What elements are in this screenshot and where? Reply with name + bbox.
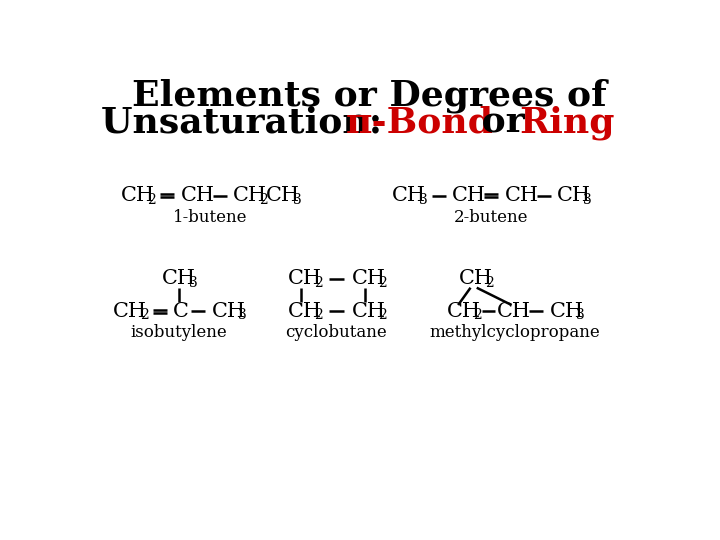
Text: 3: 3 (583, 193, 593, 207)
Text: 1-butene: 1-butene (173, 209, 248, 226)
Text: Unsaturation:: Unsaturation: (102, 105, 395, 139)
Text: CH: CH (113, 302, 148, 321)
Text: 2-butene: 2-butene (454, 209, 528, 226)
Text: 2: 2 (148, 193, 156, 207)
Text: CH: CH (451, 186, 486, 205)
Text: CH: CH (505, 186, 539, 205)
Text: CH: CH (392, 186, 426, 205)
Text: CH: CH (121, 186, 155, 205)
Text: 2: 2 (140, 308, 148, 322)
Text: Ring: Ring (519, 105, 614, 140)
Text: cyclobutane: cyclobutane (285, 324, 387, 341)
Text: CH: CH (287, 269, 322, 288)
Text: CH: CH (497, 302, 531, 321)
Text: 2: 2 (314, 276, 323, 290)
Text: CH: CH (557, 186, 591, 205)
Text: 2: 2 (473, 308, 482, 322)
Text: CH: CH (287, 302, 322, 321)
Text: CH: CH (446, 302, 480, 321)
Text: methylcyclopropane: methylcyclopropane (429, 324, 600, 341)
Text: C: C (173, 302, 189, 321)
Text: 3: 3 (292, 193, 302, 207)
Text: 3: 3 (189, 276, 197, 290)
Text: 2: 2 (378, 276, 387, 290)
Text: CH: CH (162, 269, 197, 288)
Text: 3: 3 (576, 308, 585, 322)
Text: π-Bond: π-Bond (346, 105, 493, 139)
Text: 3: 3 (238, 308, 246, 322)
Text: CH: CH (233, 186, 267, 205)
Text: CH: CH (352, 302, 386, 321)
Text: 2: 2 (259, 193, 269, 207)
Text: 3: 3 (418, 193, 428, 207)
Text: CH: CH (549, 302, 584, 321)
Text: or: or (469, 105, 537, 139)
Text: CH: CH (181, 186, 215, 205)
Text: Elements or Degrees of: Elements or Degrees of (132, 78, 606, 113)
Text: CH: CH (266, 186, 300, 205)
Text: 2: 2 (485, 276, 494, 290)
Text: 2: 2 (314, 308, 323, 322)
Text: CH: CH (459, 269, 493, 288)
Text: CH: CH (212, 302, 246, 321)
Text: 2: 2 (378, 308, 387, 322)
Text: CH: CH (352, 269, 386, 288)
Text: isobutylene: isobutylene (130, 324, 228, 341)
